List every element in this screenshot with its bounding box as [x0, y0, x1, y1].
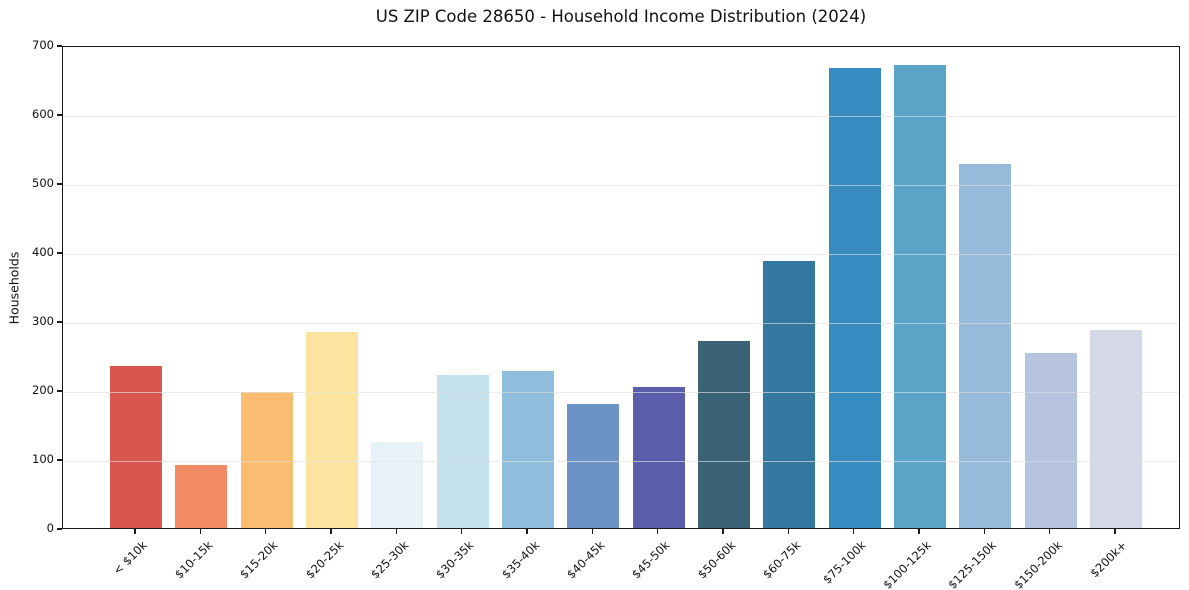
bar-$15-20k — [240, 392, 293, 528]
x-tick-mark — [787, 529, 789, 534]
y-tick-label: 400 — [32, 245, 54, 259]
bar-$40-45k — [567, 403, 620, 528]
y-tick-mark — [57, 390, 62, 392]
y-tick-label: 500 — [32, 176, 54, 190]
gridline-400 — [63, 254, 1179, 255]
y-tick-label: 100 — [32, 452, 54, 466]
y-tick-mark — [57, 321, 62, 323]
x-tick-mark — [461, 529, 463, 534]
x-tick-mark — [134, 529, 136, 534]
x-tick-mark — [1114, 529, 1116, 534]
y-tick-mark — [57, 252, 62, 254]
gridline-500 — [63, 185, 1179, 186]
y-tick-mark — [57, 45, 62, 47]
bar-$125-150k — [959, 164, 1012, 528]
plot-area — [62, 46, 1180, 529]
x-tick-mark — [983, 529, 985, 534]
gridline-600 — [63, 116, 1179, 117]
bar-$75-100k — [828, 67, 881, 528]
bar-$200k+ — [1090, 329, 1142, 528]
bar-< $10k — [110, 365, 162, 528]
gridline-300 — [63, 323, 1179, 324]
bar-$30-35k — [436, 374, 489, 528]
y-tick-mark — [57, 528, 62, 530]
x-tick-mark — [1049, 529, 1051, 534]
y-tick-label: 200 — [32, 383, 54, 397]
y-tick-mark — [57, 183, 62, 185]
y-tick-label: 700 — [32, 38, 54, 52]
x-tick-mark — [330, 529, 332, 534]
y-tick-label: 0 — [46, 521, 54, 535]
bar-$10-15k — [175, 464, 228, 528]
bar-$50-60k — [698, 341, 750, 528]
y-tick-label: 600 — [32, 107, 54, 121]
chart-title: US ZIP Code 28650 - Household Income Dis… — [375, 7, 867, 26]
bar-$100-125k — [894, 65, 946, 528]
gridline-100 — [63, 461, 1179, 462]
bar-$20-25k — [306, 332, 358, 528]
bar-$150-200k — [1024, 352, 1077, 528]
x-tick-mark — [722, 529, 724, 534]
y-tick-mark — [57, 114, 62, 116]
x-tick-mark — [657, 529, 659, 534]
bar-$35-40k — [502, 371, 554, 528]
bar-$60-75k — [763, 260, 816, 528]
y-tick-mark — [57, 459, 62, 461]
x-tick-mark — [526, 529, 528, 534]
bar-$45-50k — [632, 387, 685, 528]
y-tick-label: 300 — [32, 314, 54, 328]
x-tick-mark — [853, 529, 855, 534]
gridline-200 — [63, 392, 1179, 393]
x-tick-mark — [918, 529, 920, 534]
x-tick-mark — [199, 529, 201, 534]
x-tick-mark — [591, 529, 593, 534]
x-tick-mark — [265, 529, 267, 534]
bar-$25-30k — [371, 442, 424, 528]
x-tick-mark — [395, 529, 397, 534]
